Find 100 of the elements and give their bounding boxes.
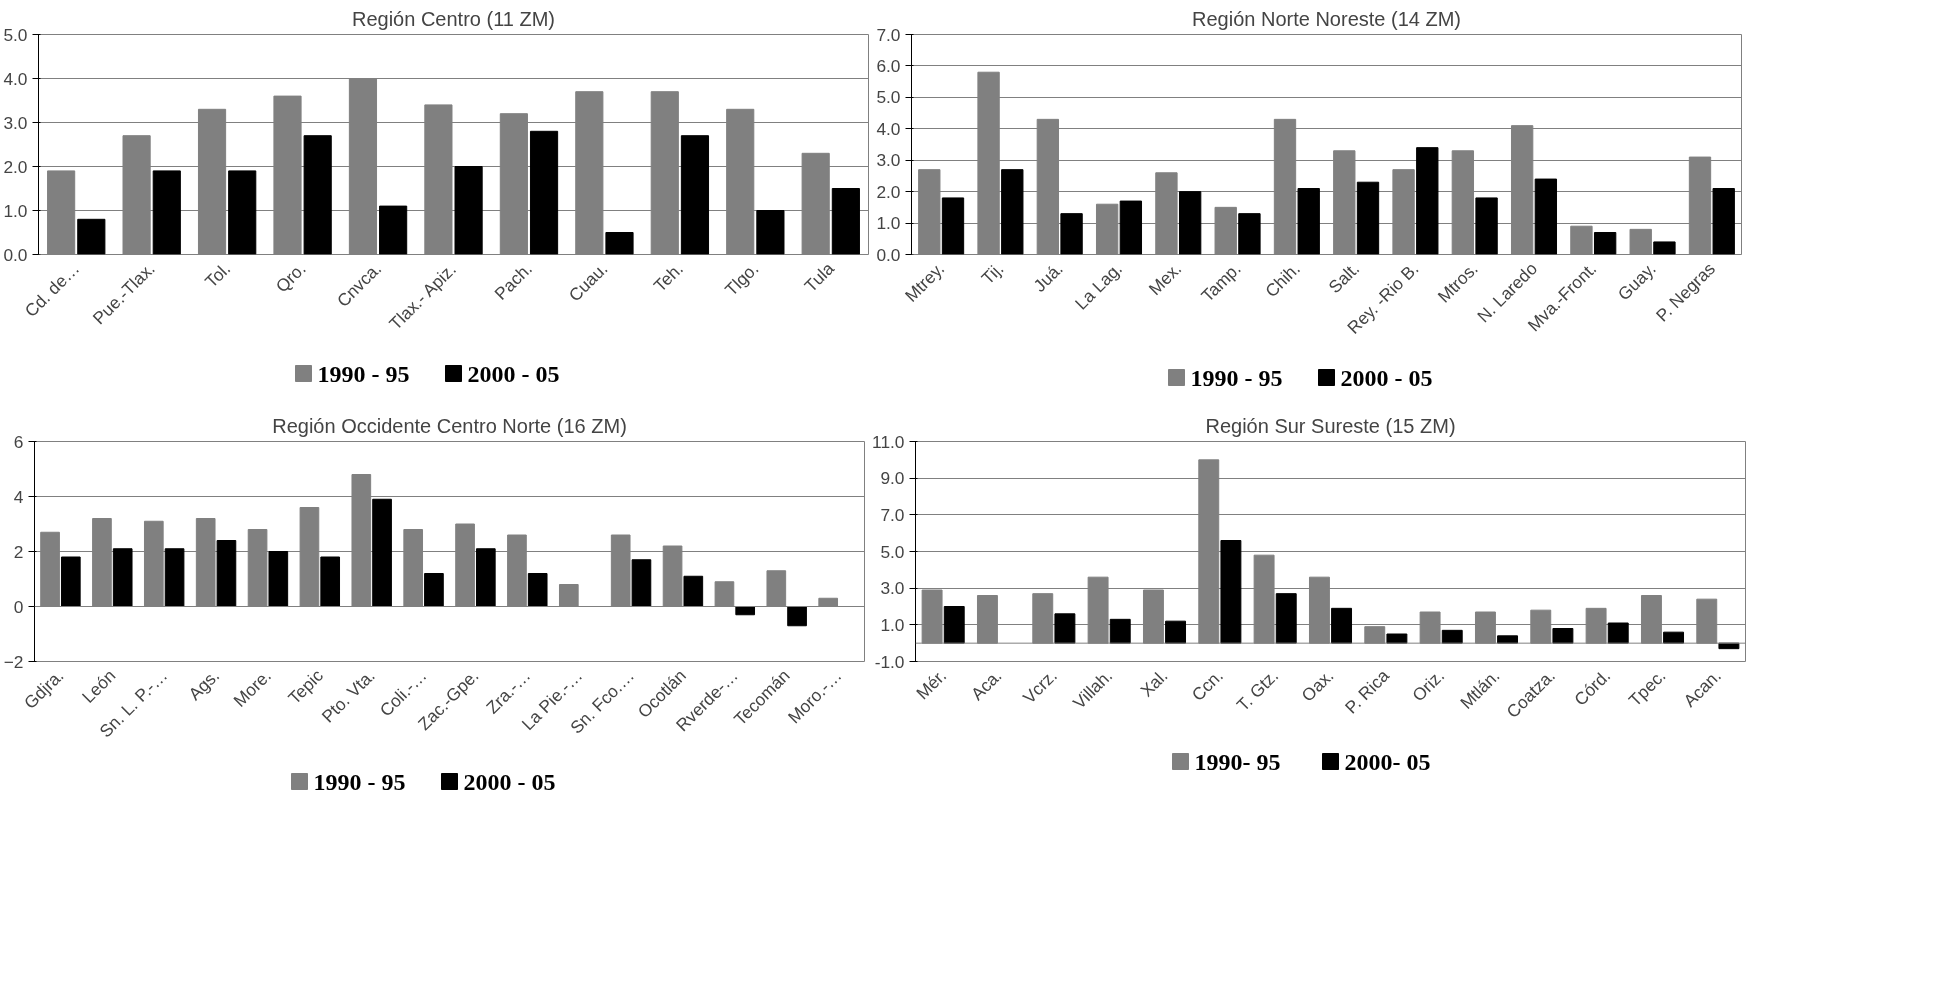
bar xyxy=(941,197,965,255)
y-tick-label: −2 xyxy=(3,651,24,672)
x-tick-label: Chih. xyxy=(1261,258,1304,302)
bar xyxy=(1607,622,1629,644)
x-tick-label: Qro. xyxy=(271,258,310,297)
bar xyxy=(1552,628,1574,644)
bar xyxy=(112,548,133,607)
chart-title: Región Occidente Centro Norte (16 ZM) xyxy=(272,414,627,437)
x-tick-label: Oax. xyxy=(1297,665,1338,706)
y-tick-label: 6 xyxy=(13,431,24,452)
y-tick-label: 5.0 xyxy=(876,87,901,108)
legend-label: 2000- 05 xyxy=(1344,748,1431,775)
legend-label: 1990- 95 xyxy=(1194,748,1281,775)
x-tick-label: Teh. xyxy=(649,258,687,296)
y-tick-label: 2.0 xyxy=(876,181,901,202)
legend-label: 2000 - 05 xyxy=(463,768,556,795)
bar xyxy=(303,135,332,255)
bar xyxy=(631,559,652,607)
bar xyxy=(1060,213,1083,255)
y-tick-label: 4.0 xyxy=(3,68,28,89)
bar xyxy=(1275,593,1297,644)
y-tick-label: -1.0 xyxy=(874,651,905,672)
y-tick-label: 3.0 xyxy=(880,578,905,599)
y-tick-label: 4 xyxy=(13,486,24,507)
bar xyxy=(1054,613,1076,644)
bar xyxy=(1441,629,1463,644)
bar xyxy=(1663,631,1685,644)
legend-label: 1990 - 95 xyxy=(317,360,410,387)
y-tick-label: 11.0 xyxy=(872,431,905,452)
y-tick-label: 0.0 xyxy=(3,244,28,265)
bar xyxy=(1593,232,1617,255)
bar xyxy=(943,606,965,644)
legend-label: 1990 - 95 xyxy=(1190,364,1283,391)
y-tick-label: 0.0 xyxy=(876,244,901,265)
bar xyxy=(1386,633,1408,644)
x-tick-label: Xal. xyxy=(1136,665,1172,701)
x-tick-label: Salt. xyxy=(1324,258,1364,298)
x-tick-label: Tula xyxy=(800,258,839,296)
bar xyxy=(1109,618,1131,644)
bar xyxy=(527,573,548,607)
bar xyxy=(529,130,559,255)
bar xyxy=(268,551,289,607)
bar xyxy=(1297,188,1320,255)
bar xyxy=(756,210,785,255)
y-tick-label: 2.0 xyxy=(3,156,28,177)
y-tick-label: 0 xyxy=(13,596,24,617)
bar xyxy=(1629,228,1652,255)
bar xyxy=(1416,147,1439,255)
bar xyxy=(164,548,185,607)
bar xyxy=(60,556,81,607)
y-tick-label: 4.0 xyxy=(876,118,901,139)
x-tick-label: P. Rica xyxy=(1340,665,1394,718)
y-tick-label: 3.0 xyxy=(3,112,28,133)
bar xyxy=(1238,213,1261,255)
x-tick-label: Tij. xyxy=(977,258,1008,289)
bar xyxy=(1356,181,1380,255)
x-tick-label: Tol. xyxy=(201,258,235,292)
x-tick-label: Juá. xyxy=(1029,258,1067,296)
legend-label: 1990 - 95 xyxy=(313,768,406,795)
x-tick-label: Oriz. xyxy=(1408,665,1449,706)
y-tick-label: 5.0 xyxy=(880,541,905,562)
x-tick-label: Tlgo. xyxy=(721,258,763,300)
y-tick-label: 7.0 xyxy=(880,504,905,525)
chart-title: Región Sur Sureste (15 ZM) xyxy=(1205,414,1456,437)
y-tick-label: 9.0 xyxy=(880,468,905,489)
bar xyxy=(1534,178,1558,255)
bar xyxy=(1220,540,1242,644)
bar xyxy=(379,205,408,255)
bar xyxy=(1497,635,1519,644)
bar xyxy=(1475,197,1498,255)
bar xyxy=(605,232,634,255)
bar xyxy=(1001,169,1024,255)
y-tick-label: 1.0 xyxy=(880,614,905,635)
legend-label: 2000 - 05 xyxy=(1340,364,1433,391)
x-tick-label: Aca. xyxy=(966,665,1006,705)
bar xyxy=(683,575,704,607)
x-tick-label: Tpec. xyxy=(1624,665,1670,711)
bar xyxy=(228,170,257,255)
x-tick-label: Ags. xyxy=(184,665,224,705)
bar xyxy=(216,540,237,607)
bar xyxy=(320,556,341,607)
bar xyxy=(475,548,496,607)
bar xyxy=(787,606,807,627)
x-tick-label: T. Gtz. xyxy=(1232,665,1283,715)
bar xyxy=(831,188,860,255)
y-tick-label: 3.0 xyxy=(876,150,901,171)
bar xyxy=(1712,188,1735,255)
bar xyxy=(1570,225,1593,255)
y-tick-label: 6.0 xyxy=(876,55,901,76)
y-tick-label: 2 xyxy=(13,541,24,562)
bar xyxy=(680,135,710,255)
x-tick-label: Mex. xyxy=(1144,258,1186,300)
legend-label: 2000 - 05 xyxy=(467,360,560,387)
x-tick-label: Vcrz. xyxy=(1018,665,1061,708)
bar xyxy=(1331,607,1353,644)
y-tick-label: 5.0 xyxy=(3,24,28,45)
bar xyxy=(1165,620,1187,644)
y-tick-label: 1.0 xyxy=(876,213,901,234)
bar xyxy=(1178,191,1202,255)
bar xyxy=(1119,200,1143,255)
